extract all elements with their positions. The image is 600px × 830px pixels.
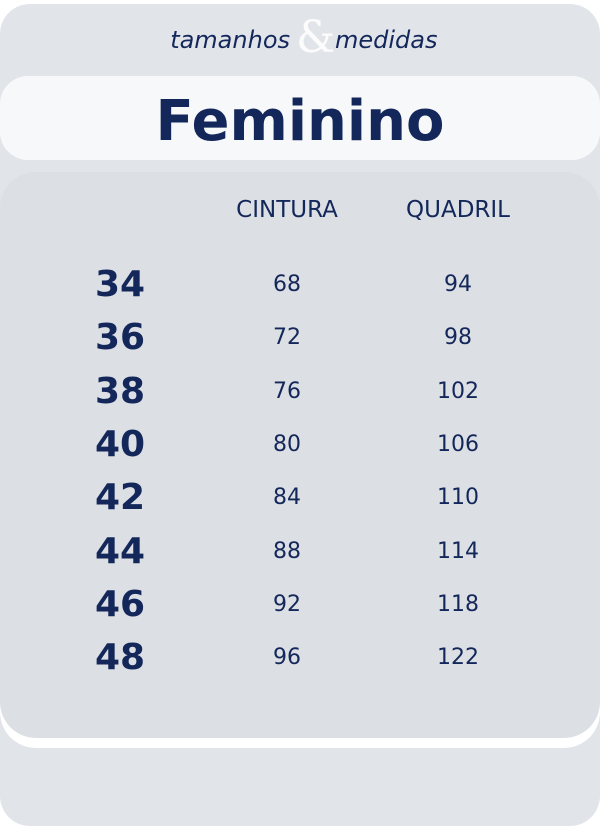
- subtitle: medidas: [335, 26, 438, 54]
- measure-cell: 114: [437, 538, 479, 564]
- measure-cell: 94: [444, 272, 472, 297]
- measure-cell: 122: [437, 645, 479, 671]
- measure-cell: 98: [444, 325, 472, 351]
- measure-cell: 88: [273, 538, 301, 564]
- column-header: CINTURA: [236, 197, 338, 223]
- measure-cell: 72: [273, 325, 301, 351]
- measure-cell: 110: [437, 485, 479, 511]
- subtitle: tamanhos: [170, 26, 290, 54]
- size-label: 34: [94, 264, 146, 305]
- size-label: 48: [94, 637, 146, 679]
- measure-cell: 80: [273, 431, 301, 457]
- measure-cell: 102: [437, 378, 479, 404]
- size-label: 44: [94, 530, 146, 572]
- measure-cell: 68: [273, 272, 301, 297]
- table-panel: [0, 172, 600, 738]
- size-label: 40: [94, 423, 146, 465]
- measure-cell: 92: [273, 591, 301, 617]
- title: Feminino: [155, 89, 445, 154]
- size-label: 36: [94, 317, 146, 359]
- measure-cell: 106: [437, 431, 479, 457]
- measure-cell: 76: [273, 378, 301, 404]
- column-header: QUADRIL: [406, 197, 510, 223]
- measure-cell: 96: [273, 645, 301, 671]
- title-band: [0, 76, 600, 160]
- measure-cell: 118: [437, 591, 479, 617]
- measure-cell: 84: [273, 485, 301, 511]
- size-label: 46: [94, 583, 146, 625]
- size-label: 42: [94, 477, 146, 519]
- size-label: 38: [94, 370, 146, 412]
- ampersand: &: [296, 12, 336, 63]
